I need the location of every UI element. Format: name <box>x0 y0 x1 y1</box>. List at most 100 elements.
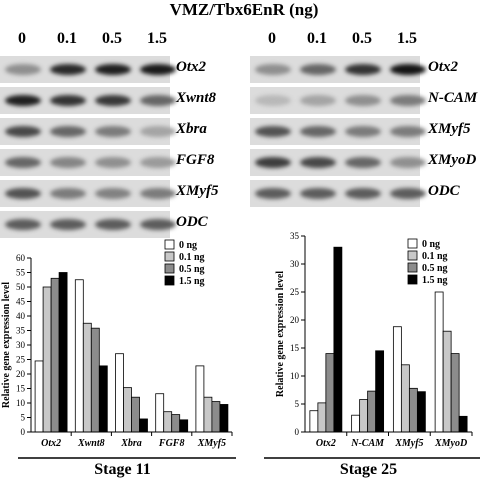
x-tick-label: XMyf5 <box>197 438 226 449</box>
gel-band <box>50 219 86 230</box>
legend-label: 0.5 ng <box>422 263 448 274</box>
stage-11-label: Stage 11 <box>94 461 151 478</box>
chart-stage-25: 0 5 10 15 20 25 30 35 Relative gene expression l… <box>264 231 480 459</box>
gel-band <box>5 126 41 137</box>
gene-label: XMyoD <box>428 152 477 168</box>
bar <box>171 414 181 433</box>
bar <box>123 387 132 433</box>
gene-label: Xwnt8 <box>176 90 217 106</box>
x-tick-label: Otx2 <box>41 438 61 449</box>
legend-label: 1.5 ng <box>422 275 448 286</box>
y-tick-label: 0 <box>295 427 300 437</box>
y-axis-label: Relative gene expression level <box>275 271 286 397</box>
gel-band <box>390 188 426 199</box>
gel-band <box>390 64 426 75</box>
lane-label: 1.5 <box>147 30 167 47</box>
bar <box>42 286 52 433</box>
bar <box>325 353 335 433</box>
gel-band <box>5 64 41 75</box>
x-tick-label: FGF8 <box>158 438 185 449</box>
legend-label: 0.1 ng <box>422 251 448 262</box>
gene-label: Xbra <box>176 121 207 137</box>
gel-band <box>140 188 176 199</box>
lane-label: 0.1 <box>57 30 77 47</box>
gel-band <box>255 95 291 106</box>
gel-band <box>5 219 41 230</box>
gel-band <box>95 157 131 168</box>
y-tick-label: 50 <box>16 282 26 292</box>
gel-band <box>50 64 86 75</box>
gel-band <box>255 126 291 137</box>
bar <box>450 353 460 433</box>
lane-label: 0.5 <box>352 30 372 47</box>
gel-band <box>5 157 41 168</box>
bar <box>163 411 173 433</box>
gene-label: XMyf5 <box>176 183 219 199</box>
gel-band <box>95 64 131 75</box>
bar <box>434 291 444 433</box>
chart-stage-11: 0 5 10 15 20 25 30 35 40 45 50 55 60 Relative gene ex… <box>1 239 236 459</box>
gel-band <box>390 126 426 137</box>
gel-band <box>300 64 336 75</box>
gel-band <box>50 157 86 168</box>
lane-label: 0 <box>18 30 26 47</box>
bar <box>442 330 452 433</box>
gene-label: Otx2 <box>176 59 206 75</box>
gene-label: ODC <box>428 183 460 199</box>
legend-swatch <box>407 274 418 285</box>
gel-band <box>345 188 381 199</box>
lane-label: 0.5 <box>102 30 122 47</box>
bar <box>98 365 108 433</box>
y-tick-label: 55 <box>16 268 26 278</box>
legend-swatch <box>407 262 418 273</box>
bar <box>58 272 68 433</box>
x-tick-label: Xbra <box>120 438 142 449</box>
y-tick-label: 25 <box>290 287 300 297</box>
legend-swatch <box>164 251 175 262</box>
bar <box>400 364 410 433</box>
y-tick-label: 25 <box>16 355 26 365</box>
bar <box>195 365 205 433</box>
gel-band <box>50 188 86 199</box>
bar <box>317 402 327 433</box>
y-tick-label: 30 <box>16 340 26 350</box>
gel-band <box>5 188 41 199</box>
y-tick-label: 40 <box>16 311 26 321</box>
bar <box>34 360 44 433</box>
bar <box>50 277 60 433</box>
stage-25-label: Stage 25 <box>339 461 398 478</box>
legend-label: 0.5 ng <box>179 264 205 275</box>
gel-band <box>140 219 176 230</box>
bar <box>179 419 189 433</box>
bar <box>333 246 343 433</box>
y-tick-label: 45 <box>16 297 26 307</box>
figure-title: VMZ/Tbx6EnR (ng) <box>169 0 319 19</box>
bar <box>115 353 124 433</box>
gel-band <box>95 126 131 137</box>
lane-label: 0.1 <box>307 30 327 47</box>
gel-band <box>345 126 381 137</box>
bar <box>309 410 319 433</box>
x-tick-label: N-CAM <box>350 438 385 449</box>
y-tick-label: 20 <box>16 369 26 379</box>
gel-band <box>95 219 131 230</box>
bar <box>351 414 361 433</box>
legend-label: 0 ng <box>422 239 440 250</box>
gel-band <box>300 95 336 106</box>
gel-band <box>50 95 86 106</box>
y-tick-label: 5 <box>21 413 26 423</box>
gel-band <box>5 95 41 106</box>
bar <box>392 326 402 433</box>
gel-band <box>140 157 176 168</box>
bar <box>367 390 377 433</box>
bar <box>139 418 148 433</box>
bar <box>203 396 213 433</box>
gel-band <box>255 157 291 168</box>
y-tick-label: 5 <box>295 399 300 409</box>
gel-band <box>300 188 336 199</box>
bar <box>416 391 426 433</box>
y-tick-label: 30 <box>290 259 300 269</box>
x-tick-label: XMyf5 <box>394 438 423 449</box>
gel-band <box>300 157 336 168</box>
x-tick-label: Xwnt8 <box>77 438 105 449</box>
